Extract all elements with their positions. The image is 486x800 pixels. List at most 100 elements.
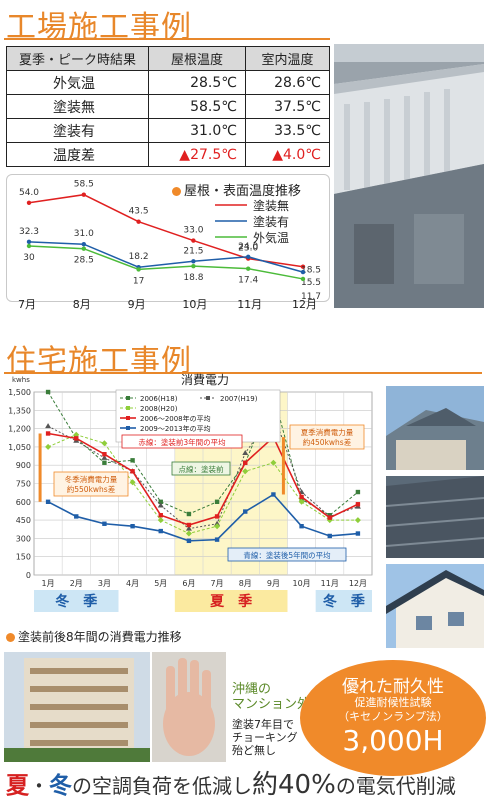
season-label: 夏 季 xyxy=(210,593,252,610)
data-label: 33.0 xyxy=(183,226,203,236)
blue-line-note-frame xyxy=(227,547,347,562)
data-label: 31.0 xyxy=(74,229,94,239)
dotted-line-note: 点線：塗装前 xyxy=(171,461,231,476)
data-label: 11.7 xyxy=(301,292,321,302)
dotted-line-note-text: 点線：塗装前 xyxy=(179,464,224,474)
durability-title: 優れた耐久性 xyxy=(342,677,444,697)
chalking-note-line: 塗装7年目で xyxy=(232,718,294,731)
data-label: 18.8 xyxy=(183,273,203,283)
data-point xyxy=(81,242,87,247)
x-tick-label: 10月 xyxy=(292,579,310,588)
season-label: 冬 季 xyxy=(55,593,97,610)
durability-hours: 3,000H xyxy=(342,724,444,757)
table-row: 塗装有 31.0℃ 33.5℃ xyxy=(6,118,331,143)
row-label: 塗装無 xyxy=(6,94,149,119)
bullet-icon xyxy=(6,633,15,642)
season-band xyxy=(34,590,119,612)
data-label: 21.5 xyxy=(183,246,203,256)
data-point xyxy=(242,468,249,475)
data-point xyxy=(157,502,164,508)
legend-marker xyxy=(126,416,130,420)
y-tick-label: 450 xyxy=(16,516,31,525)
series-line-2 xyxy=(28,245,304,280)
summer-diff-note-frame xyxy=(289,424,365,450)
x-tick-label: 4月 xyxy=(126,579,139,588)
data-point xyxy=(102,452,107,457)
data-point xyxy=(327,515,332,520)
factory-heading-rule xyxy=(4,38,330,40)
winter-diff-note-text: 約550kwhs差 xyxy=(67,484,116,494)
x-tick-label: 9月 xyxy=(127,298,146,311)
x-tick-label: 8月 xyxy=(239,579,252,588)
data-point xyxy=(130,524,135,529)
summer-diff-note-text: 夏季消費電力量 xyxy=(301,427,354,437)
x-tick-label: 9月 xyxy=(267,579,280,588)
data-point xyxy=(191,263,196,269)
legend-label: 2008(H20) xyxy=(140,405,178,413)
x-tick-label: 1月 xyxy=(42,579,55,588)
series-line-1 xyxy=(28,241,304,273)
row-label: 温度差 xyxy=(6,142,149,167)
data-point xyxy=(242,450,249,455)
data-point xyxy=(271,492,276,497)
power-consumption-chart-svg: 0 150 300 450 600 750 900 1,050 1,200 1,350 1,500 k… xyxy=(8,372,373,612)
x-tick-label: 7月 xyxy=(18,298,36,311)
legend-label: 塗装有 xyxy=(253,214,289,229)
x-tick-label: 6月 xyxy=(182,579,195,588)
chalking-note-line: 殆ど無し xyxy=(232,744,276,757)
table-header-row: 夏季・ピーク時結果 屋根温度 室内温度 xyxy=(6,46,331,71)
data-point xyxy=(299,494,304,500)
y-tick-label: 150 xyxy=(16,553,31,562)
series-line-3 xyxy=(47,432,359,526)
slogan-sep: ・ xyxy=(29,774,49,798)
x-tick-label: 12月 xyxy=(349,579,367,588)
table-row: 外気温 28.5℃ 28.6℃ xyxy=(6,70,331,95)
data-label: 30 xyxy=(23,253,35,263)
y-tick-label: 0 xyxy=(26,571,31,580)
roof-temp: 58.5℃ xyxy=(148,94,246,119)
data-point xyxy=(270,459,277,466)
red-line-note-text: 赤線：塗装前3年間の平均 xyxy=(138,437,225,447)
data-point xyxy=(81,192,87,197)
winter-diff-note-text: 冬季消費電力量 xyxy=(65,474,118,484)
data-point xyxy=(130,469,135,474)
data-point xyxy=(81,246,87,251)
data-point xyxy=(354,517,361,524)
legend-label: 外気温 xyxy=(253,230,289,245)
roof-temp: 28.5℃ xyxy=(148,70,246,95)
red-line-note: 赤線：塗装前3年間の平均 xyxy=(121,434,243,449)
data-point xyxy=(214,523,221,530)
data-point xyxy=(243,509,248,514)
legend-label: 塗装無 xyxy=(253,198,289,213)
dotted-line-note-frame xyxy=(171,461,231,476)
slogan-percent: 40% xyxy=(278,770,336,800)
data-point xyxy=(45,431,51,436)
legend-marker xyxy=(126,396,130,400)
chalking-note-line: チョーキング xyxy=(232,731,298,744)
data-point xyxy=(214,514,220,519)
durability-badge: 優れた耐久性 促進耐候性試験 （キセノンランプ法） 3,000H xyxy=(300,660,486,776)
data-point xyxy=(326,517,333,524)
series-line-4 xyxy=(47,493,358,542)
data-point xyxy=(26,239,32,245)
data-label: 17.4 xyxy=(238,276,258,286)
chart-legend: 2006(H18) 2007(H19) 2008(H20)2006〜2008年の平均… xyxy=(115,389,281,443)
legend-label: 2006(H18) xyxy=(140,395,178,403)
blue-line-note-text: 青線：塗装後5年間の平均 xyxy=(243,550,330,560)
apartment-photo xyxy=(4,652,150,762)
table-header: 屋根温度 xyxy=(148,46,246,71)
legend-marker xyxy=(206,396,210,400)
data-label: 17 xyxy=(133,276,144,286)
series-line-2 xyxy=(47,434,358,535)
hand-photo xyxy=(152,652,226,762)
legend-label: 2006〜2008年の平均 xyxy=(140,414,211,423)
data-label: 15.5 xyxy=(301,278,321,288)
y-tick-label: 1,350 xyxy=(8,406,31,415)
data-point xyxy=(185,525,192,531)
data-point xyxy=(26,243,32,249)
summer-diff-note-text: 約450kwhs差 xyxy=(303,437,352,447)
x-tick-label: 10月 xyxy=(182,298,208,311)
slogan-winter: 冬 xyxy=(49,773,72,799)
